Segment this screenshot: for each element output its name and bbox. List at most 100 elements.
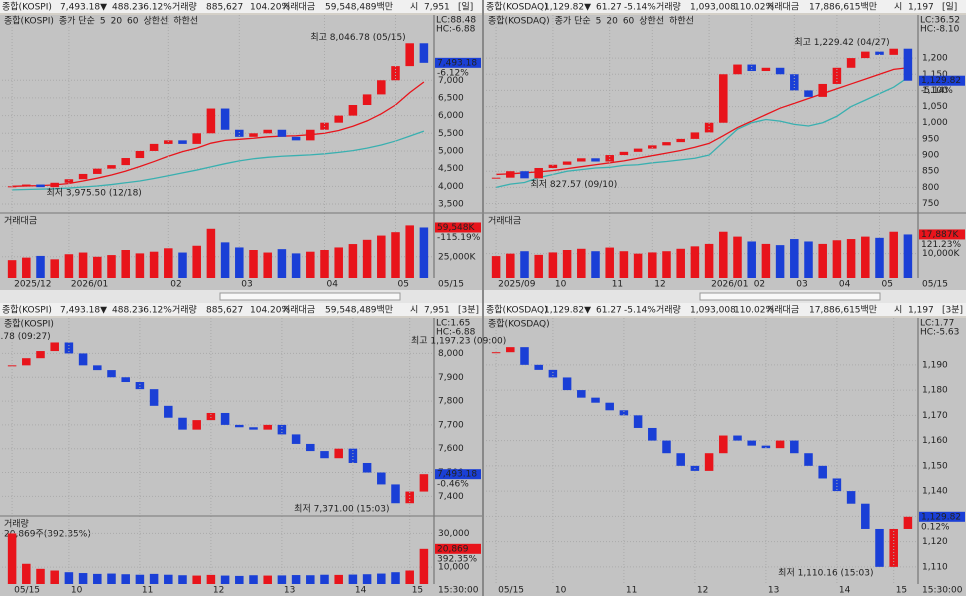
header-field: 104.20% xyxy=(250,306,290,316)
candle xyxy=(562,377,572,391)
volume-change: 392.35% xyxy=(437,554,477,564)
header-field: 17,886,615백만 xyxy=(809,2,877,13)
x-tick-label: 05 xyxy=(398,280,409,290)
header-field: 104.20% xyxy=(250,3,290,13)
volume-bar xyxy=(220,242,230,278)
header-field: 거래량 xyxy=(656,304,681,316)
scrollbar[interactable] xyxy=(699,292,881,301)
volume-box xyxy=(435,543,481,554)
y-tick-label: 1,160 xyxy=(922,436,948,446)
header-field: 종합(KOSPI) xyxy=(2,2,52,13)
candle xyxy=(149,389,159,406)
candle xyxy=(818,83,827,97)
y-tick-label: 7,900 xyxy=(438,373,464,383)
candle xyxy=(804,453,813,466)
volume-bar xyxy=(235,575,244,584)
x-tick-label: 13 xyxy=(768,586,779,596)
y-tick-label: 7,700 xyxy=(438,420,464,430)
candle xyxy=(362,462,372,473)
candle xyxy=(861,503,870,529)
ma-line xyxy=(495,76,909,189)
header-field: [일] xyxy=(942,2,957,13)
volume-box xyxy=(435,222,481,233)
candle xyxy=(135,150,145,159)
candle xyxy=(36,351,45,359)
volume-bar xyxy=(562,250,572,278)
candle xyxy=(263,424,272,430)
candle xyxy=(648,145,657,149)
candle xyxy=(206,108,216,134)
x-tick-label: 04 xyxy=(839,280,851,290)
volume-bar xyxy=(291,575,301,584)
candle xyxy=(761,445,771,449)
volume-bar xyxy=(719,231,728,278)
y-tick-label: 1,170 xyxy=(922,411,948,421)
volume-bar xyxy=(178,575,187,584)
scrollbar[interactable] xyxy=(219,292,401,301)
last-change: -6.12% xyxy=(437,68,469,78)
x-tick-label: 10 xyxy=(71,586,83,596)
x-tick-label: 02 xyxy=(754,280,765,290)
y-tick-label: 6,500 xyxy=(438,93,464,103)
legend-item: 하한선 xyxy=(173,16,198,27)
candle xyxy=(93,168,102,174)
candle xyxy=(277,129,287,137)
x-tick-label: 14 xyxy=(355,586,367,596)
candle xyxy=(548,164,558,168)
volume-bar xyxy=(164,574,173,584)
volume-bar xyxy=(121,574,130,584)
y-tick-label: 6,000 xyxy=(438,111,464,121)
y-tick-label: 750 xyxy=(922,199,939,209)
x-end-label: 15:30:00 xyxy=(438,586,479,596)
volume-bar xyxy=(761,243,771,278)
volume-bar xyxy=(78,573,88,584)
x-tick-label: 13 xyxy=(284,586,295,596)
x-tick-label: 2026/01 xyxy=(71,280,108,290)
candle xyxy=(235,424,244,428)
volume-last: 17,887K xyxy=(921,230,959,240)
annotation: 최저 7,371.00 (15:03) xyxy=(294,504,389,515)
volume-bar xyxy=(405,570,414,584)
candle xyxy=(605,155,614,162)
candle xyxy=(747,64,756,72)
candle xyxy=(149,143,159,151)
y-tick-label: 3,500 xyxy=(438,199,464,209)
candle xyxy=(832,478,842,492)
header-field: 1,093,008 xyxy=(690,3,736,13)
candle xyxy=(690,132,700,139)
volume-bar xyxy=(7,533,17,584)
candle xyxy=(377,80,386,95)
y-tick-label: 25,000K xyxy=(438,252,476,262)
volume-bar xyxy=(846,239,856,278)
legend-item: 종합(KOSDAQ) xyxy=(488,319,550,330)
candle xyxy=(775,67,785,75)
y-tick-label: 1,150 xyxy=(922,461,948,471)
volume-bar xyxy=(334,247,343,278)
candle xyxy=(605,402,614,411)
volume-bar xyxy=(249,250,258,278)
candle xyxy=(506,171,515,178)
side-label: LC:1.65 xyxy=(436,319,470,329)
header-field: 61.27 xyxy=(596,3,622,13)
ma-line xyxy=(12,81,425,187)
volume-bar xyxy=(263,575,272,584)
header-field: [3분] xyxy=(458,305,479,316)
volume-bar xyxy=(804,241,813,278)
volume-title: 거래량 xyxy=(4,518,29,530)
candle xyxy=(733,64,742,75)
x-tick-label: 11 xyxy=(142,586,153,596)
candle xyxy=(7,365,17,367)
x-tick-label: 12 xyxy=(213,586,224,596)
y-tick-label: 7,400 xyxy=(438,492,464,502)
side-label: HC:-6.88 xyxy=(436,328,476,338)
plot-bg xyxy=(0,15,482,290)
y-tick-label: 1,200 xyxy=(922,54,948,64)
volume-bar xyxy=(320,574,329,584)
volume-bar xyxy=(534,254,543,278)
volume-last: 20,869 xyxy=(437,544,469,554)
legend-item: 상한선 xyxy=(144,16,169,27)
candle xyxy=(761,67,771,72)
volume-bar xyxy=(362,239,372,278)
candle xyxy=(491,352,501,354)
